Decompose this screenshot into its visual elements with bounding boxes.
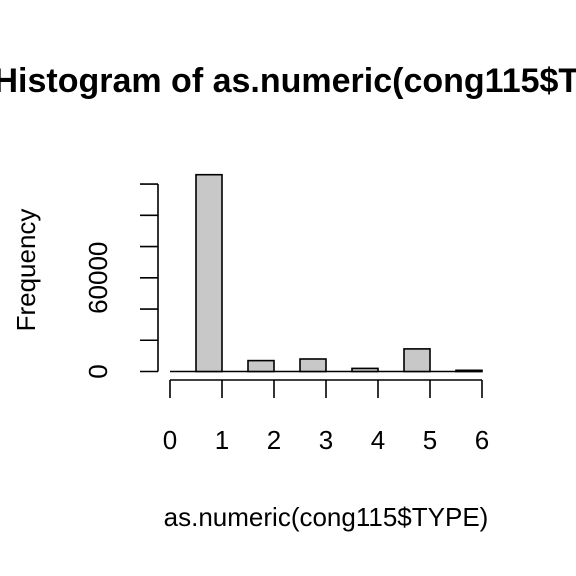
histogram-bar-2	[247, 359, 275, 373]
y-axis-label: Frequency	[11, 209, 41, 332]
y-tick-label-60000: 60000	[83, 242, 113, 314]
x-tick-label-2: 2	[267, 425, 281, 455]
histogram-bar-6	[455, 369, 483, 373]
histogram-bar-3	[299, 358, 327, 373]
chart-title: Histogram of as.numeric(cong115$TYPE)	[0, 62, 576, 100]
histogram-bar-5	[403, 348, 431, 373]
histogram-bar-1	[195, 173, 223, 373]
histogram-bar-4	[351, 367, 379, 373]
x-tick-label-6: 6	[475, 425, 489, 455]
x-tick-label-4: 4	[371, 425, 385, 455]
x-tick-label-3: 3	[319, 425, 333, 455]
x-tick-label-1: 1	[215, 425, 229, 455]
x-tick-label-0: 0	[163, 425, 177, 455]
x-axis-label: as.numeric(cong115$TYPE)	[164, 502, 489, 532]
x-tick-label-5: 5	[423, 425, 437, 455]
y-tick-label-0: 0	[83, 364, 113, 378]
